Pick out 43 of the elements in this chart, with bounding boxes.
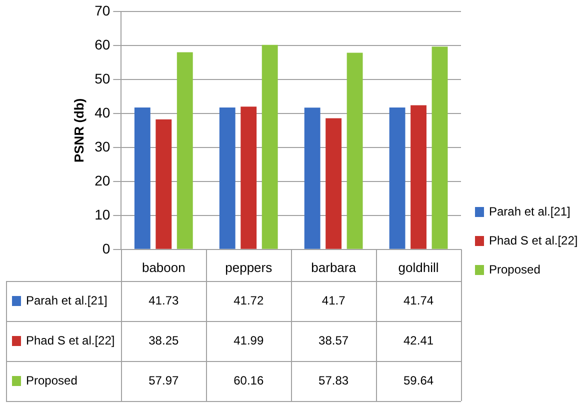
data-label: 60.16 <box>234 373 264 388</box>
data-label: 41.99 <box>234 333 264 348</box>
y-tick-label: 50 <box>94 70 110 86</box>
y-tick-label: 20 <box>94 172 110 188</box>
data-label: 57.83 <box>318 373 349 388</box>
bar <box>240 106 257 249</box>
text: Parah et al.[21] <box>489 204 570 218</box>
data-label: 59.64 <box>404 373 434 388</box>
data-label: 41.7 <box>322 293 346 308</box>
y-axis-title: PSNR (db) <box>71 98 86 163</box>
data-label: 41.72 <box>234 293 264 308</box>
y-tick-label: 40 <box>94 104 110 120</box>
y-tick-label: 60 <box>94 36 110 52</box>
x-tick-label: baboon <box>142 260 186 275</box>
legend-label: Phad S et al.[22] <box>489 233 578 248</box>
legend-label: Proposed <box>489 262 540 276</box>
data-label: 38.57 <box>318 333 349 348</box>
bar <box>326 118 342 249</box>
y-tick-label: 70 <box>94 2 110 18</box>
bar <box>134 108 150 249</box>
bar <box>219 108 236 249</box>
bar <box>262 44 278 249</box>
data-label: 41.74 <box>404 293 434 308</box>
bar <box>304 108 320 249</box>
y-tick-label: 10 <box>94 206 110 222</box>
bar <box>176 52 193 249</box>
legend-label: Parah et al.[21] <box>26 293 108 308</box>
bar <box>432 46 448 249</box>
data-label: 57.97 <box>148 373 179 388</box>
data-label: 41.73 <box>148 293 179 308</box>
bar <box>410 105 426 249</box>
data-label: 42.41 <box>404 333 434 348</box>
bar <box>389 107 406 249</box>
data-label: 38.25 <box>148 333 179 348</box>
text: Phad S et al.[22] <box>26 333 115 348</box>
x-tick-label: goldhill <box>398 260 439 275</box>
y-tick-label: 30 <box>94 138 110 154</box>
text: Proposed <box>26 373 78 388</box>
y-tick-label: 0 <box>102 240 110 256</box>
bar <box>346 52 363 249</box>
bar <box>156 119 172 249</box>
x-tick-label: barbara <box>311 260 357 275</box>
x-tick-label: peppers <box>225 260 273 275</box>
